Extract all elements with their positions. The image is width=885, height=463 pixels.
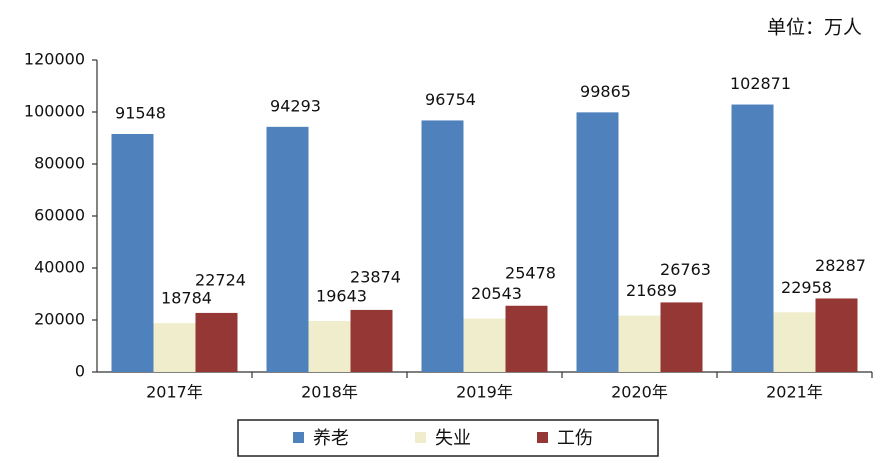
bar xyxy=(195,312,238,372)
bar xyxy=(660,302,703,372)
x-tick-label: 2021年 xyxy=(766,383,823,402)
bar xyxy=(576,112,619,372)
value-label: 23874 xyxy=(350,267,401,286)
legend-swatch xyxy=(537,432,548,443)
bar xyxy=(111,133,154,372)
value-label: 19643 xyxy=(316,286,367,305)
bar xyxy=(731,104,774,372)
y-tick-label: 100000 xyxy=(24,102,85,121)
value-label: 22724 xyxy=(195,270,246,289)
legend-swatch xyxy=(415,432,426,443)
legend-swatch xyxy=(293,432,304,443)
legend-label: 养老 xyxy=(313,428,349,449)
bar xyxy=(815,298,858,372)
x-tick-label: 2017年 xyxy=(146,383,203,402)
value-label: 28287 xyxy=(815,256,866,275)
bar xyxy=(773,312,816,372)
y-tick-label: 20000 xyxy=(34,310,85,329)
value-label: 94293 xyxy=(270,96,321,115)
value-label: 99865 xyxy=(580,82,631,101)
value-label: 21689 xyxy=(626,281,677,300)
value-label: 26763 xyxy=(660,260,711,279)
y-tick-label: 60000 xyxy=(34,206,85,225)
value-label: 96754 xyxy=(425,90,476,109)
value-label: 25478 xyxy=(505,263,556,282)
legend-box xyxy=(237,419,659,457)
x-tick-label: 2019年 xyxy=(456,383,513,402)
bar xyxy=(266,126,309,373)
bar xyxy=(308,320,351,372)
legend-label: 失业 xyxy=(435,428,471,449)
unit-label: 单位：万人 xyxy=(767,17,862,39)
legend-label: 工伤 xyxy=(557,428,593,449)
y-tick-label: 0 xyxy=(75,362,85,381)
value-label: 91548 xyxy=(115,103,166,122)
bar xyxy=(618,315,661,372)
bar xyxy=(421,120,464,372)
value-label: 20543 xyxy=(471,284,522,303)
bar xyxy=(463,318,506,372)
value-label: 18784 xyxy=(161,289,212,308)
value-label: 22958 xyxy=(781,278,832,297)
x-tick-label: 2020年 xyxy=(611,383,668,402)
y-tick-label: 40000 xyxy=(34,258,85,277)
bar xyxy=(153,323,196,372)
bar xyxy=(505,305,548,372)
y-tick-label: 80000 xyxy=(34,154,85,173)
y-tick-label: 120000 xyxy=(24,50,85,69)
value-label: 102871 xyxy=(730,74,791,93)
bar xyxy=(350,309,393,372)
x-tick-label: 2018年 xyxy=(301,383,358,402)
